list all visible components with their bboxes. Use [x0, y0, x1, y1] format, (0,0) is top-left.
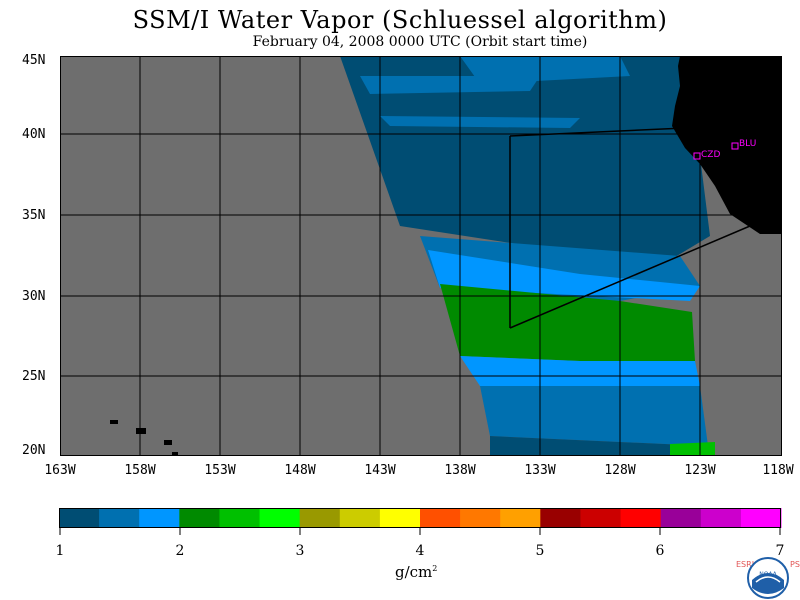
lon-label-128w: 128W [604, 463, 636, 478]
noaa-logo-text: NOAA [759, 571, 777, 578]
lon-label-143w: 143W [364, 463, 396, 478]
swath-layer [340, 56, 715, 456]
colorbar-swatch [139, 508, 180, 528]
colorbar-tick-2: 2 [175, 543, 185, 559]
lat-label-20n: 20N [22, 443, 46, 458]
psd-vertical-text: PSD [790, 560, 800, 569]
lon-label-148w: 148W [284, 463, 316, 478]
swath-band-blue-south [480, 386, 708, 446]
lon-label-163w: 163W [44, 463, 76, 478]
station-label-blu: BLU [739, 139, 756, 149]
colorbar-tick-6: 6 [655, 543, 665, 559]
colorbar-swatch [740, 508, 782, 528]
colorbar-units: g/cm2 [395, 563, 438, 581]
colorbar [59, 508, 782, 535]
hawaiian-islands [110, 420, 178, 456]
swath-band-bright-blue-south [460, 356, 700, 386]
colorbar-swatch [620, 508, 662, 528]
swath-band-dark-blue-north [340, 56, 710, 266]
lon-label-133w: 133W [524, 463, 556, 478]
colorbar-swatch [299, 508, 341, 528]
colorbar-swatch [219, 508, 261, 528]
swath-band-dark-blue-south [490, 436, 715, 456]
colorbar-tick-5: 5 [535, 543, 545, 559]
lon-label-118w: 118W [762, 463, 794, 478]
region-outline [509, 127, 751, 329]
lat-label-45n: 45N [22, 53, 46, 68]
map-subtitle: February 04, 2008 0000 UTC (Orbit start … [252, 34, 588, 50]
colorbar-swatch [580, 508, 622, 528]
lon-label-153w: 153W [204, 463, 236, 478]
lon-label-123w: 123W [684, 463, 716, 478]
station-marker-blu [731, 142, 739, 150]
lat-label-40n: 40N [22, 127, 46, 142]
colorbar-swatch [99, 508, 140, 528]
colorbar-tick-3: 3 [295, 543, 305, 559]
colorbar-swatch [540, 508, 581, 528]
lat-label-35n: 35N [22, 208, 46, 223]
station-markers [693, 142, 739, 160]
swath-streak-2 [380, 116, 580, 128]
colorbar-swatch [59, 508, 100, 528]
noaa-logo-icon: NOAA [747, 557, 789, 599]
swath-band-green [440, 284, 695, 361]
swath-streak-3 [460, 56, 630, 84]
colorbar-swatch [179, 508, 220, 528]
esrl-vertical-text: ESRL [736, 560, 757, 569]
colorbar-swatch [500, 508, 541, 528]
station-marker-czd [693, 152, 701, 160]
colorbar-swatch [379, 508, 421, 528]
station-label-czd: CZD [701, 150, 720, 160]
colorbar-swatch [339, 508, 381, 528]
lat-lon-grid [60, 56, 782, 456]
map-title: SSM/I Water Vapor (Schluessel algorithm) [132, 6, 668, 34]
colorbar-swatch [420, 508, 461, 528]
colorbar-tick-4: 4 [415, 543, 425, 559]
water-vapor-map: CZD BLU [60, 56, 782, 456]
colorbar-swatch [660, 508, 702, 528]
colorbar-tick-7: 7 [775, 543, 785, 559]
swath-band-bright-blue [428, 250, 700, 301]
lon-label-138w: 138W [444, 463, 476, 478]
lon-label-158w: 158W [124, 463, 156, 478]
swath-green-patch-south [670, 442, 715, 456]
lat-label-25n: 25N [22, 369, 46, 384]
colorbar-swatch [259, 508, 301, 528]
colorbar-swatch [460, 508, 501, 528]
colorbar-swatch [700, 508, 742, 528]
lat-label-30n: 30N [22, 289, 46, 304]
colorbar-tick-1: 1 [55, 543, 65, 559]
